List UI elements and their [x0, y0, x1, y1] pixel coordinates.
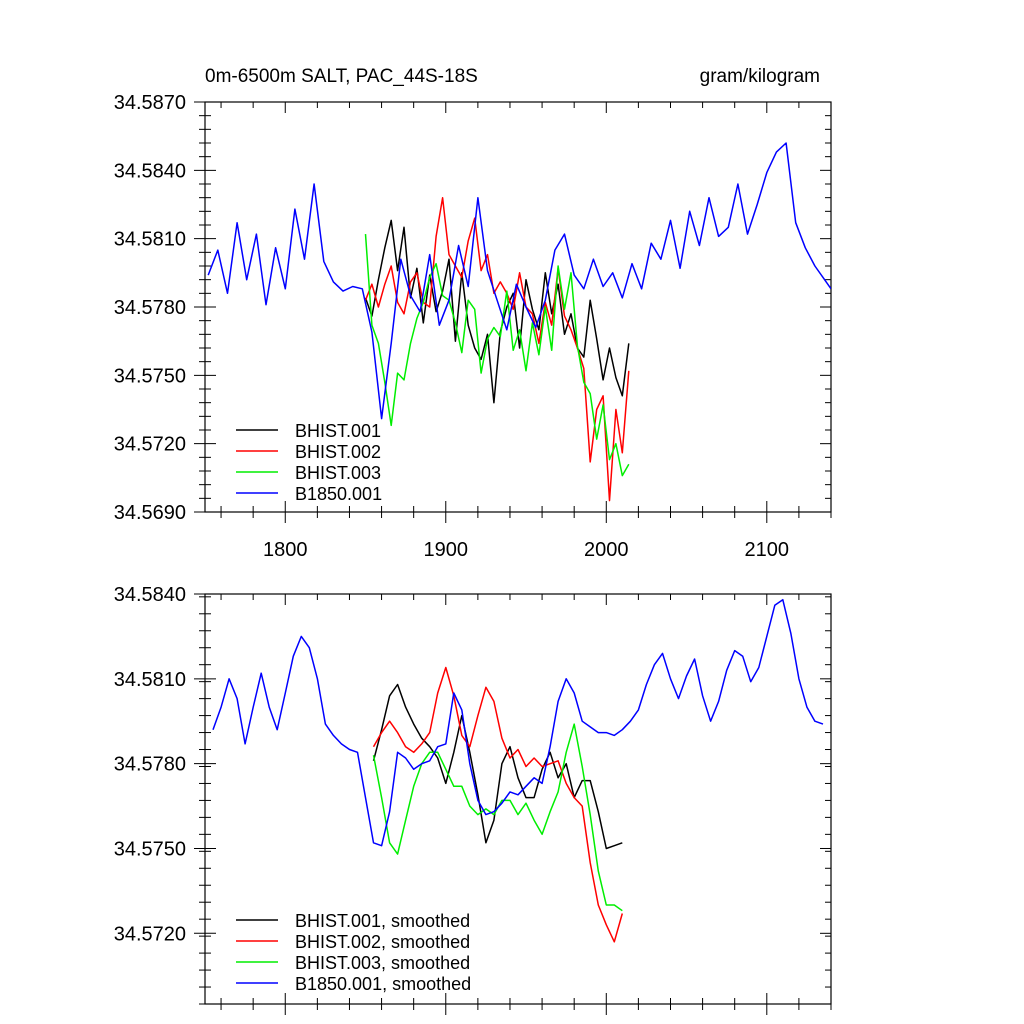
panel-1-y-tick-label: 34.5870	[114, 92, 186, 114]
panel-1-legend-label-2: BHIST.002	[295, 442, 381, 462]
panel-1-series-4-line	[207, 142, 831, 420]
panel-2-plot-frame	[204, 593, 832, 1005]
panel-2-series-3-line	[372, 723, 623, 912]
panel-1-y-tick-label: 34.5780	[114, 297, 186, 319]
panel-2-legend-label-1: BHIST.001, smoothed	[295, 911, 470, 931]
bottom-panel: 34.5720 34.5750 34.5780 34.5810 34.5840 BHIST…	[114, 584, 832, 1015]
panel-1-y-tick-label: 34.5690	[114, 502, 186, 524]
panel-2-series-4-line	[212, 598, 824, 847]
panel-2-legend-label-2: BHIST.002, smoothed	[295, 932, 470, 952]
panel-1-legend-label-4: B1850.001	[295, 484, 382, 504]
top-panel-title-right: gram/kilogram	[700, 66, 820, 87]
panel-2-y-tick-label: 34.5720	[114, 923, 186, 945]
panel-2-series-1-line	[372, 683, 623, 850]
panel-2-legend-label-3: BHIST.003, smoothed	[295, 953, 470, 973]
top-panel-title-left: 0m-6500m SALT, PAC_44S-18S	[205, 66, 478, 87]
panel-2-y-tick-label: 34.5840	[114, 584, 186, 606]
panel-1-x-tick-label: 2100	[745, 539, 790, 561]
panel-1-x-tick-label: 2000	[584, 539, 629, 561]
panel-1-y-tick-label: 34.5810	[114, 229, 186, 251]
panel-1-x-tick-label: 1800	[263, 539, 308, 561]
panel-1-x-tick-label: 1900	[424, 539, 469, 561]
panel-2-series-2-line	[372, 666, 624, 943]
panel-2-y-tick-label: 34.5780	[114, 754, 186, 776]
panel-1-series-3-line	[364, 234, 630, 477]
panel-1-y-tick-label: 34.5720	[114, 434, 186, 456]
panel-1-legend-label-3: BHIST.003	[295, 463, 381, 483]
top-panel: 0m-6500m SALT, PAC_44S-18S gram/kilogram…	[114, 66, 832, 561]
panel-1-legend-label-1: BHIST.001	[295, 421, 381, 441]
panel-2-y-tick-label: 34.5750	[114, 838, 186, 860]
panel-2-series-group	[212, 598, 824, 943]
panel-1-y-tick-label: 34.5840	[114, 160, 186, 182]
panel-1-series-group	[207, 142, 831, 502]
panel-1-y-tick-label: 34.5750	[114, 365, 186, 387]
panel-2-y-tick-label: 34.5810	[114, 669, 186, 691]
panel-2-legend-label-4: B1850.001, smoothed	[295, 974, 471, 994]
